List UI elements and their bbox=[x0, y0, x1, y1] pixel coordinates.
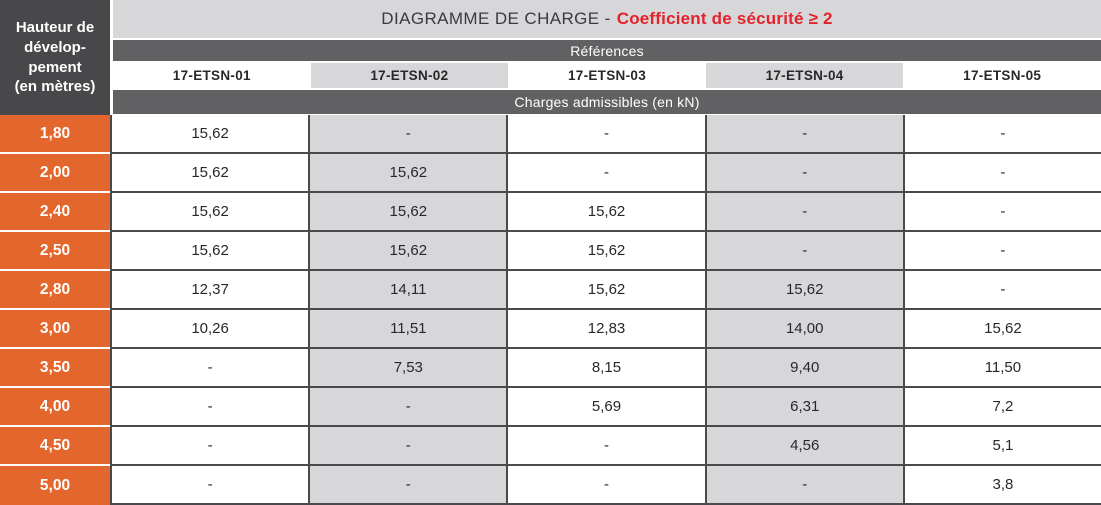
row-height-label: 2,40 bbox=[0, 193, 110, 232]
load-value-cell: - bbox=[902, 115, 1101, 154]
load-value-cell: 15,62 bbox=[506, 193, 705, 232]
load-value-cell: - bbox=[902, 232, 1101, 271]
table-row: 1,80 15,62- - - - bbox=[0, 115, 1101, 154]
load-value-cell: - bbox=[110, 427, 309, 466]
load-value-cell: - bbox=[704, 154, 903, 193]
table-row: 5,00- - - -3,8 bbox=[0, 466, 1101, 505]
load-value-cell: 15,62 bbox=[506, 232, 705, 271]
load-value-cell: - bbox=[902, 154, 1101, 193]
references-band: Références bbox=[113, 40, 1101, 61]
load-value-cell: 4,56 bbox=[704, 427, 903, 466]
load-value-cell: - bbox=[506, 466, 705, 505]
load-value-cell: 6,31 bbox=[704, 388, 903, 427]
load-value-cell: 15,62 bbox=[110, 232, 309, 271]
table-row: 2,80 12,37 14,11 15,62 15,62- bbox=[0, 271, 1101, 310]
column-header-etsn-05: 17-ETSN-05 bbox=[903, 63, 1101, 88]
load-value-cell: - bbox=[110, 388, 309, 427]
column-headers-row: 17-ETSN-01 17-ETSN-02 17-ETSN-03 17-ETSN… bbox=[113, 63, 1101, 88]
load-value-cell: 15,62 bbox=[308, 193, 507, 232]
title-safety-coefficient: Coefficient de sécurité ≥ 2 bbox=[616, 9, 833, 28]
row-height-label: 4,00 bbox=[0, 388, 110, 427]
load-value-cell: - bbox=[308, 466, 507, 505]
load-value-cell: - bbox=[704, 232, 903, 271]
load-value-cell: 15,62 bbox=[110, 193, 309, 232]
load-value-cell: 7,2 bbox=[902, 388, 1101, 427]
load-value-cell: 15,62 bbox=[704, 271, 903, 310]
load-value-cell: - bbox=[704, 115, 903, 154]
load-value-cell: - bbox=[506, 427, 705, 466]
row-height-label: 5,00 bbox=[0, 466, 110, 505]
column-header-etsn-03: 17-ETSN-03 bbox=[508, 63, 706, 88]
row-height-label: 2,80 bbox=[0, 271, 110, 310]
row-height-label: 3,00 bbox=[0, 310, 110, 349]
column-header-etsn-02: 17-ETSN-02 bbox=[310, 63, 509, 88]
load-value-cell: 15,62 bbox=[506, 271, 705, 310]
divider bbox=[113, 61, 1101, 63]
table-row: 2,00 15,62 15,62- - - bbox=[0, 154, 1101, 193]
charges-band: Charges admissibles (en kN) bbox=[113, 90, 1101, 114]
divider bbox=[113, 88, 1101, 90]
column-header-etsn-01: 17-ETSN-01 bbox=[113, 63, 311, 88]
load-value-cell: 14,00 bbox=[704, 310, 903, 349]
table-row: 2,40 15,62 15,62 15,62- - bbox=[0, 193, 1101, 232]
load-value-cell: 15,62 bbox=[308, 232, 507, 271]
title-text: DIAGRAMME DE CHARGE - bbox=[381, 9, 611, 28]
row-height-label: 4,50 bbox=[0, 427, 110, 466]
load-value-cell: 12,83 bbox=[506, 310, 705, 349]
divider bbox=[113, 38, 1101, 40]
header-right-block: DIAGRAMME DE CHARGE - Coefficient de séc… bbox=[113, 0, 1101, 115]
corner-header-height-label: Hauteur de dévelop- pement (en mètres) bbox=[0, 0, 110, 115]
load-value-cell: 11,51 bbox=[308, 310, 507, 349]
load-value-cell: - bbox=[506, 154, 705, 193]
table-row: 3,00 10,26 11,51 12,83 14,00 15,62 bbox=[0, 310, 1101, 349]
load-value-cell: - bbox=[902, 193, 1101, 232]
row-height-label: 2,00 bbox=[0, 154, 110, 193]
load-value-cell: - bbox=[308, 388, 507, 427]
load-value-cell: 8,15 bbox=[506, 349, 705, 388]
load-value-cell: 14,11 bbox=[308, 271, 507, 310]
table-row: 3,50-7,53 8,15 9,40 11,50 bbox=[0, 349, 1101, 388]
load-value-cell: - bbox=[308, 115, 507, 154]
load-value-cell: 15,62 bbox=[902, 310, 1101, 349]
load-value-cell: 10,26 bbox=[110, 310, 309, 349]
load-value-cell: 9,40 bbox=[704, 349, 903, 388]
load-value-cell: - bbox=[506, 115, 705, 154]
column-header-etsn-04: 17-ETSN-04 bbox=[705, 63, 904, 88]
load-value-cell: - bbox=[110, 466, 309, 505]
table-body: 1,80 15,62- - - -2,00 15,62 15,62- - -2,40 15,62 1… bbox=[0, 115, 1101, 505]
load-value-cell: 12,37 bbox=[110, 271, 309, 310]
load-value-cell: 5,69 bbox=[506, 388, 705, 427]
load-value-cell: 11,50 bbox=[902, 349, 1101, 388]
load-value-cell: 5,1 bbox=[902, 427, 1101, 466]
load-value-cell: - bbox=[704, 466, 903, 505]
load-value-cell: 7,53 bbox=[308, 349, 507, 388]
load-value-cell: - bbox=[704, 193, 903, 232]
table-row: 4,00- -5,69 6,31 7,2 bbox=[0, 388, 1101, 427]
load-value-cell: 15,62 bbox=[110, 154, 309, 193]
row-height-label: 1,80 bbox=[0, 115, 110, 154]
table-row: 4,50- - -4,56 5,1 bbox=[0, 427, 1101, 466]
load-value-cell: 3,8 bbox=[902, 466, 1101, 505]
row-height-label: 2,50 bbox=[0, 232, 110, 271]
row-height-label: 3,50 bbox=[0, 349, 110, 388]
load-value-cell: 15,62 bbox=[308, 154, 507, 193]
load-value-cell: 15,62 bbox=[110, 115, 309, 154]
table-row: 2,50 15,62 15,62 15,62- - bbox=[0, 232, 1101, 271]
table-header-block: Hauteur de dévelop- pement (en mètres) D… bbox=[0, 0, 1101, 115]
load-value-cell: - bbox=[308, 427, 507, 466]
load-value-cell: - bbox=[110, 349, 309, 388]
table-title: DIAGRAMME DE CHARGE - Coefficient de séc… bbox=[113, 0, 1101, 38]
load-value-cell: - bbox=[902, 271, 1101, 310]
